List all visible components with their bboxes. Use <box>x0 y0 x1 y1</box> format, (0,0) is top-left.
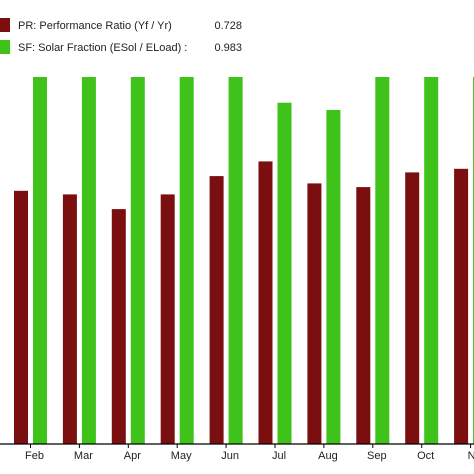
bar-pr-no <box>454 168 469 445</box>
x-tick-label-sep: Sep <box>367 450 387 462</box>
bar-pr-oct <box>405 172 420 444</box>
bar-sf-aug <box>326 110 341 444</box>
bar-sf-apr <box>130 77 145 444</box>
x-tick-label-apr: Apr <box>124 450 141 462</box>
bar-pr-mar <box>62 194 77 444</box>
bar-pr-sep <box>356 187 371 444</box>
legend-value-sf: 0.983 <box>214 42 242 54</box>
bar-sf-jun <box>228 77 243 444</box>
bars-layer <box>14 77 474 445</box>
bar-pr-feb <box>14 190 28 444</box>
x-tick-label-no: No <box>468 450 474 462</box>
bar-pr-may <box>160 194 175 444</box>
legend-swatch-pr <box>0 18 10 32</box>
bar-pr-jul <box>258 161 273 444</box>
bar-pr-aug <box>307 183 322 444</box>
bar-sf-may <box>179 77 194 444</box>
x-tick-label-jul: Jul <box>272 450 286 462</box>
legend-swatch-sf <box>0 40 10 54</box>
bar-sf-mar <box>81 77 96 444</box>
x-tick-label-aug: Aug <box>318 450 338 462</box>
legend-label-pr: PR: Performance Ratio (Yf / Yr) <box>18 20 172 32</box>
x-ticks: Feb Mar Apr May Jun Jul Aug Sep Oct No <box>25 444 474 462</box>
x-tick-label-jun: Jun <box>221 450 239 462</box>
x-tick-label-may: May <box>171 450 192 462</box>
bar-pr-apr <box>111 209 126 444</box>
legend: PR: Performance Ratio (Yf / Yr) 0.728 SF… <box>0 18 242 54</box>
x-tick-label-feb: Feb <box>25 450 44 462</box>
x-tick-label-oct: Oct <box>417 450 434 462</box>
bar-pr-jun <box>209 176 224 444</box>
legend-value-pr: 0.728 <box>214 20 242 32</box>
bar-sf-jul <box>277 102 292 444</box>
bar-sf-oct <box>424 77 439 444</box>
bar-sf-sep <box>375 77 390 444</box>
x-tick-label-mar: Mar <box>74 450 93 462</box>
legend-label-sf: SF: Solar Fraction (ESol / ELoad) : <box>18 42 187 54</box>
bar-sf-feb <box>33 77 47 444</box>
